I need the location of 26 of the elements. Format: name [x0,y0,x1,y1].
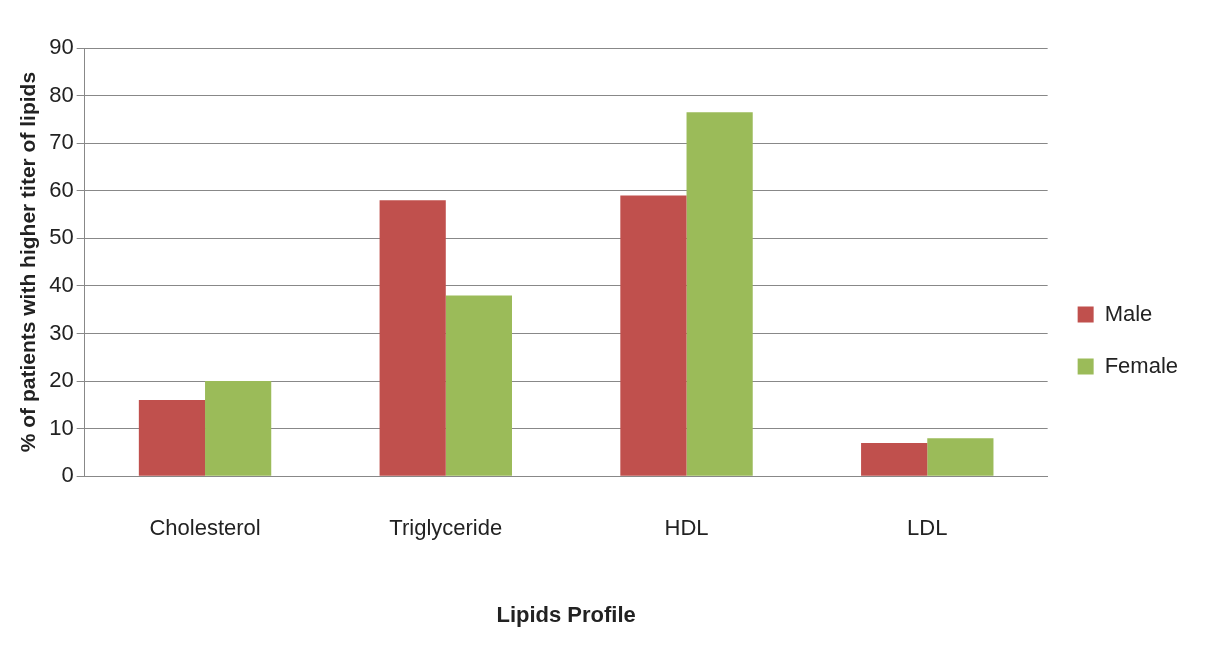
y-tick-label: 30 [49,319,74,345]
bar [445,295,512,476]
legend-label: Female [1104,352,1178,378]
y-axis-title: % of patients with higher titer of lipids [16,71,40,453]
y-tick-label: 60 [49,176,74,202]
x-axis-title: Lipids Profile [496,601,636,627]
bar [686,112,753,476]
y-tick-label: 50 [49,224,74,250]
y-tick-label: 70 [49,129,74,155]
bar [620,195,687,476]
y-tick-label: 20 [49,367,74,393]
y-tick-label: 90 [49,34,74,60]
x-tick-label: Triglyceride [389,515,503,541]
bar [138,400,206,476]
y-tick-label: 40 [49,271,74,297]
bar [205,381,272,476]
x-tick-label: LDL [907,515,948,541]
x-tick-label: HDL [664,515,709,541]
bar [861,442,928,476]
y-tick-label: 0 [61,462,74,488]
bar [927,438,994,476]
bar [379,200,446,476]
y-tick-label: 10 [49,414,74,440]
y-tick-label: 80 [49,81,74,107]
legend-label: Male [1104,300,1153,326]
x-tick-label: Cholesterol [149,515,261,541]
